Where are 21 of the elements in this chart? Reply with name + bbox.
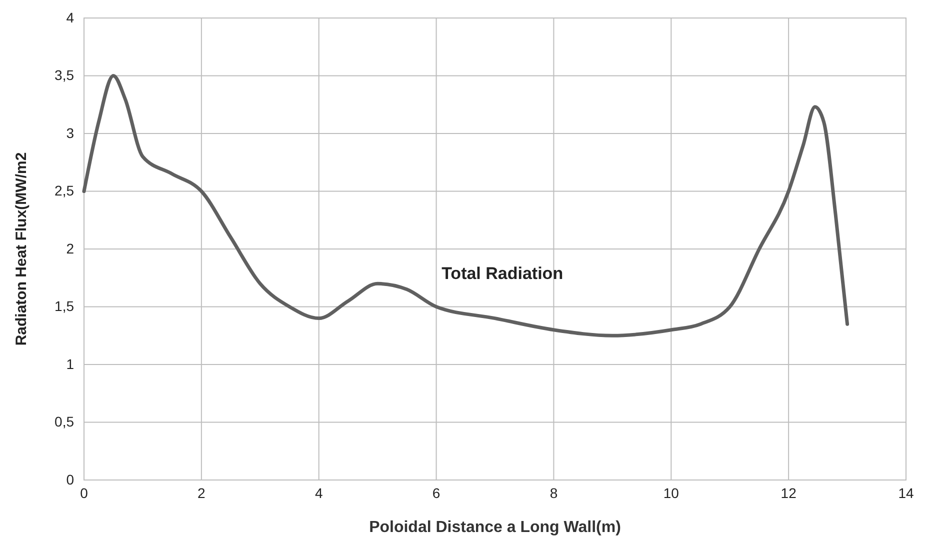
y-tick-label: 3,5 <box>54 67 74 84</box>
annotation: Total Radiation <box>442 264 564 284</box>
y-tick-label: 3 <box>66 124 74 141</box>
x-axis-title: Poloidal Distance a Long Wall(m) <box>369 519 621 536</box>
x-tick-label: 12 <box>780 484 797 501</box>
line-series <box>82 74 850 338</box>
x-tick-label: 0 <box>80 484 88 501</box>
y-tick-label: 0,5 <box>54 414 74 430</box>
x-tick-label: 4 <box>314 484 323 501</box>
x-tick-label: 2 <box>198 484 206 501</box>
x-tick-label: 6 <box>432 484 440 501</box>
y-axis-title: Radiaton Heat Flux(MW/m2 <box>13 152 30 346</box>
y-tick-label: 1 <box>66 356 74 372</box>
y-tick-label: 1,5 <box>54 298 74 314</box>
x-tick-label: 8 <box>550 484 558 501</box>
y-tick-label: 0 <box>66 471 74 488</box>
y-tick-label: 2,5 <box>54 182 74 199</box>
x-tick-label: 14 <box>898 484 914 501</box>
y-tick-label: 2 <box>66 240 74 256</box>
y-tick-label: 4 <box>66 9 74 26</box>
x-tick-label: 10 <box>663 484 680 501</box>
